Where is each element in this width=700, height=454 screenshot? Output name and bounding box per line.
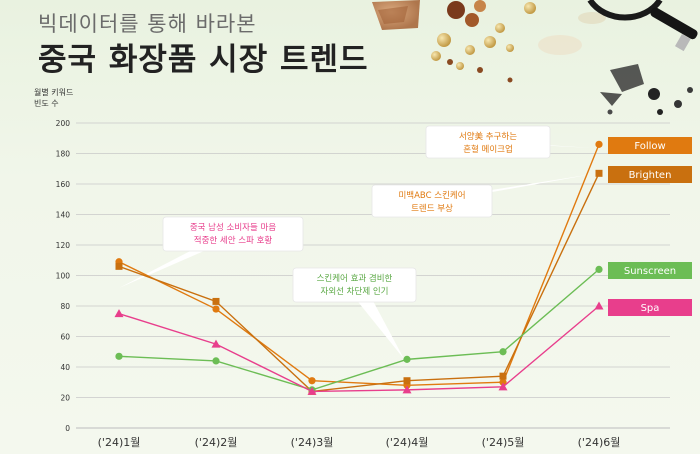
legend-tag-follow [608, 137, 692, 154]
callout-box [371, 184, 493, 218]
series-line-spa [118, 305, 600, 393]
data-point-brighten [115, 262, 123, 270]
data-point-spa [402, 385, 412, 394]
cosmetics-decoration [360, 0, 700, 135]
callout-text: 혼혈 메이크업 [463, 144, 513, 155]
callout-text: 미백ABC 스킨케어 [398, 190, 465, 201]
data-point-follow [212, 305, 220, 313]
data-point-follow [499, 378, 507, 386]
legend-tag-brighten [608, 166, 692, 183]
data-point-sunscreen [212, 357, 220, 365]
callout-text: 서양美 추구하는 [459, 131, 517, 142]
x-tick-label: ('24)3월 [291, 436, 334, 449]
y-tick-label: 120 [56, 241, 71, 250]
legend-tag-spa [608, 299, 692, 316]
y-tick-label: 80 [60, 302, 70, 311]
y-axis-label-line-2: 빈도 수 [34, 99, 59, 108]
series-line-brighten [118, 173, 600, 393]
legend-label: Brighten [629, 170, 672, 181]
data-point-sunscreen [499, 348, 507, 356]
data-point-spa [498, 382, 508, 391]
callout-text: 트렌드 부상 [411, 203, 453, 214]
header-subtitle: 빅데이터를 통해 바라본 [38, 12, 257, 36]
data-point-sunscreen [115, 352, 123, 360]
legend-label: Spa [641, 303, 660, 314]
x-tick-label: ('24)1월 [98, 436, 141, 449]
callout-box [292, 267, 417, 303]
y-tick-label: 160 [56, 180, 71, 189]
y-tick-label: 200 [56, 119, 71, 128]
callout-text: 자외선 차단제 인기 [321, 286, 389, 297]
x-tick-label: ('24)5월 [482, 436, 525, 449]
callout-text: 적중한 세안 스파 호황 [194, 235, 273, 246]
legend-label: Sunscreen [624, 266, 676, 277]
callout-box [425, 125, 551, 159]
callout-text: 스킨케어 효과 겸비한 [317, 273, 393, 284]
y-tick-label: 20 [60, 394, 70, 403]
data-point-spa [594, 301, 604, 310]
data-point-brighten [595, 169, 603, 177]
y-tick-label: 40 [60, 363, 70, 372]
data-point-spa [114, 309, 124, 318]
legend-label: Follow [634, 141, 665, 152]
data-point-sunscreen [403, 355, 411, 363]
x-tick-label: ('24)2월 [195, 436, 238, 449]
data-point-sunscreen [595, 265, 603, 273]
y-tick-label: 60 [60, 333, 70, 342]
callout-box [162, 216, 304, 252]
y-tick-label: 0 [65, 424, 70, 433]
data-point-brighten [212, 297, 220, 305]
y-axis-label: 월별 키워드 빈도 수 [34, 87, 94, 109]
legend-tag-sunscreen [608, 262, 692, 279]
header-title: 중국 화장품 시장 트렌드 [38, 42, 369, 78]
y-tick-label: 140 [56, 211, 71, 220]
data-point-spa [307, 386, 317, 395]
data-point-brighten [499, 372, 507, 380]
callout-pointer [344, 285, 404, 359]
data-point-follow [595, 140, 603, 148]
x-tick-label: ('24)6월 [578, 436, 621, 449]
data-point-brighten [403, 377, 411, 385]
data-point-follow [308, 377, 316, 385]
callout-text: 중국 남성 소비자들 마음 [190, 223, 276, 233]
series-line-sunscreen [118, 268, 600, 391]
x-tick-label: ('24)4월 [386, 436, 429, 449]
y-tick-label: 180 [56, 150, 71, 159]
y-tick-label: 100 [56, 272, 71, 281]
data-point-spa [211, 339, 221, 348]
series-line-follow [118, 144, 600, 387]
y-axis-label-line-1: 월별 키워드 [34, 88, 74, 97]
